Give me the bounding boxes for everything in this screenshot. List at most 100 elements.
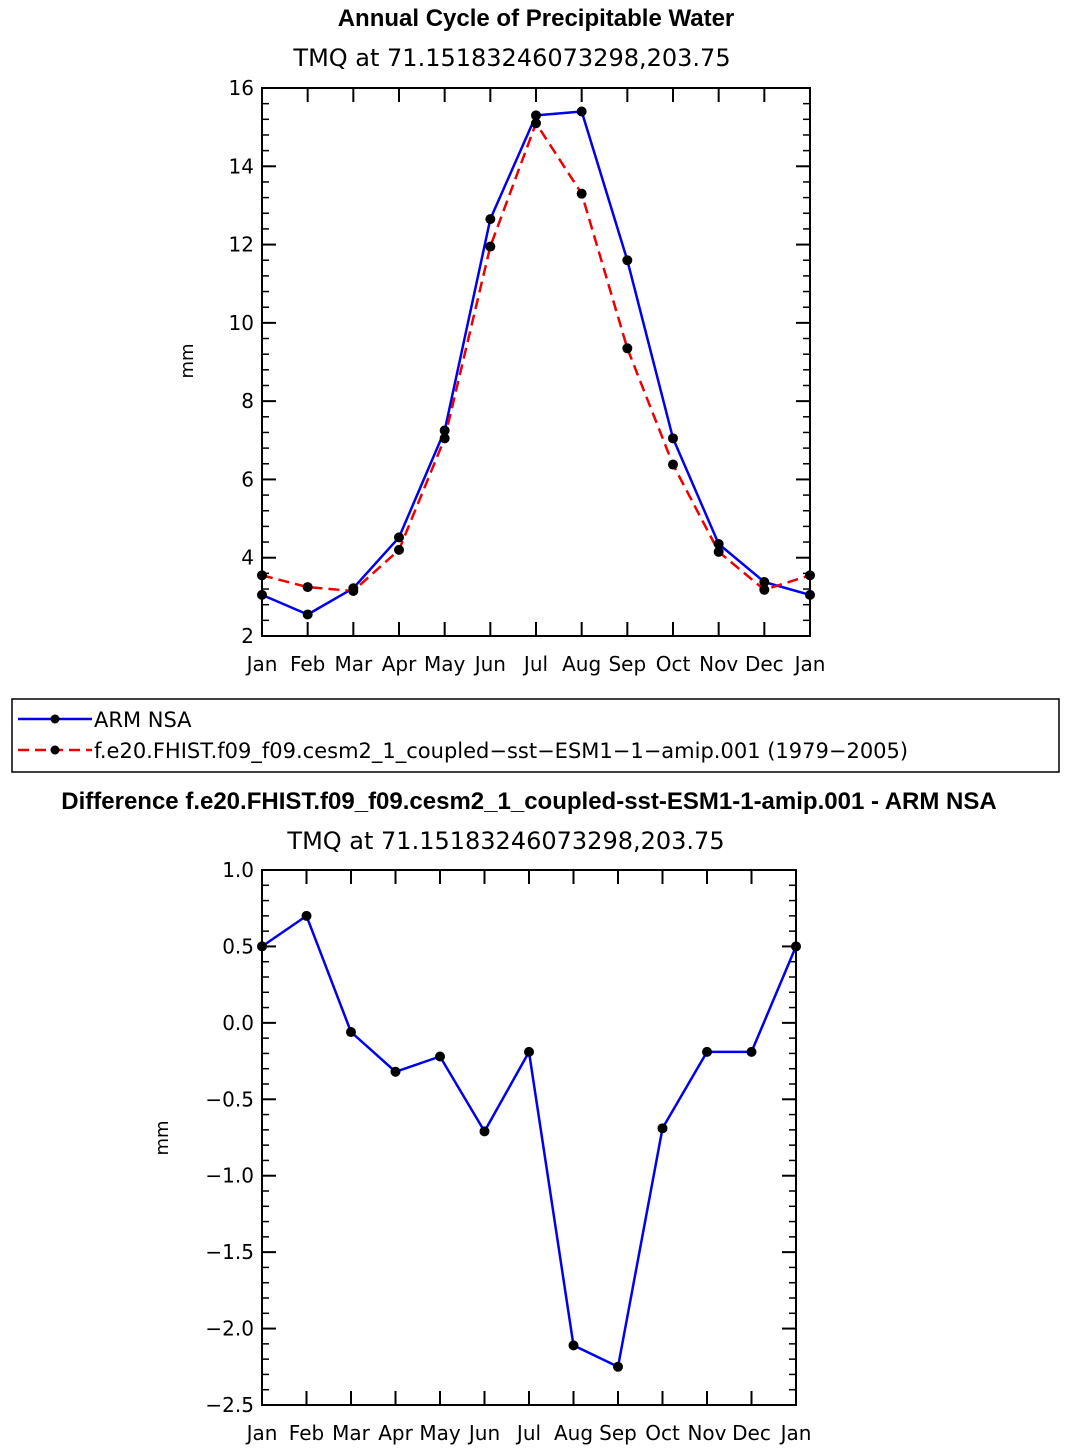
chart2-ytick-label: 1.0 — [222, 858, 254, 882]
chart1-plot: 2 4 6 8 10 12 14 16 Jan Feb Mar Apr May Jun Jul Aug Sep O… — [229, 76, 826, 676]
chart1-legend: ARM NSA f.e20.FHIST.f09_f09.cesm2_1_coup… — [11, 698, 1060, 773]
legend-label-model: f.e20.FHIST.f09_f09.cesm2_1_coupled−sst−… — [94, 739, 908, 764]
chart1-series-0-point — [713, 539, 724, 550]
chart1-series-0-point — [485, 214, 496, 225]
chart2-ytick-label: −1.5 — [205, 1240, 254, 1264]
chart1-series-1-point — [759, 584, 770, 595]
chart2-xtick-label: Jan — [245, 1421, 278, 1445]
chart1-series-0-point — [576, 106, 587, 117]
chart2-xtick-label: Nov — [687, 1421, 726, 1445]
chart1-xtick-label: Nov — [699, 652, 738, 676]
chart1-series-1-point — [713, 546, 724, 557]
chart1-xtick-label: Sep — [608, 652, 646, 676]
chart2-series-0-point — [568, 1340, 579, 1351]
chart1-series-1-point — [531, 118, 541, 129]
chart2-xtick-label: Oct — [645, 1421, 680, 1445]
chart1-subtitle: TMQ at 71.15183246073298,203.75 — [292, 44, 730, 72]
chart1-series-1-point — [805, 570, 815, 581]
chart2-frame — [261, 869, 797, 1406]
chart2-series-0-point — [257, 941, 267, 952]
chart2-ytick-label: 0.5 — [222, 934, 254, 958]
chart1-xtick-label: Jun — [473, 652, 506, 676]
chart1-series-1-point — [394, 544, 404, 555]
chart2-ylabel: mm — [152, 1120, 173, 1155]
chart1-series-1-point — [485, 241, 496, 252]
chart2-series-0-point — [346, 1027, 356, 1038]
chart1-ytick-label: 2 — [241, 624, 254, 648]
chart1-xtick-label: Aug — [562, 652, 601, 676]
chart2-xtick-label: Dec — [732, 1421, 771, 1445]
chart1-ytick-label: 6 — [241, 467, 254, 491]
chart2-series-0-point — [746, 1046, 757, 1057]
chart2-xtick-label: Jan — [779, 1421, 812, 1445]
chart2-series-0-point — [702, 1046, 712, 1057]
chart1-series-line-0 — [261, 110, 811, 616]
chart1-series-1-point — [302, 582, 313, 593]
chart1-series-0-point — [257, 589, 267, 600]
chart1-series-1-point — [668, 459, 678, 470]
chart2-series-0-point — [390, 1066, 401, 1077]
chart2-xtick-label: Sep — [599, 1421, 637, 1445]
chart2-xtick-label: Apr — [378, 1421, 413, 1445]
legend-marker-model — [50, 745, 60, 755]
chart1-ytick-label: 14 — [229, 154, 254, 178]
legend-box — [11, 698, 1060, 773]
chart2-series-0-point — [479, 1126, 490, 1137]
chart1-series-0-point — [759, 576, 770, 587]
legend-label-arm: ARM NSA — [94, 708, 192, 732]
chart1-frame — [261, 87, 811, 637]
chart2-xtick-label: Mar — [332, 1421, 371, 1445]
chart1-ytick-label: 8 — [241, 389, 254, 413]
chart2-ytick-label: −2.5 — [205, 1393, 254, 1417]
chart1-title: Annual Cycle of Precipitable Water — [338, 5, 735, 32]
chart1-ylabel: mm — [177, 343, 198, 378]
chart1-xtick-label: Dec — [745, 652, 784, 676]
chart2-xtick-label: Jun — [467, 1421, 500, 1445]
chart1-xtick-label: Feb — [290, 652, 325, 676]
chart1-series-0-point — [668, 433, 678, 444]
chart1-xtick-label: Mar — [334, 652, 373, 676]
chart1-series-1-point — [439, 433, 450, 444]
chart2-xtick-label: Aug — [554, 1421, 593, 1445]
chart2-series-0-point — [613, 1361, 623, 1372]
chart1-series-0-point — [394, 532, 404, 543]
chart2-ytick-label: −0.5 — [205, 1087, 254, 1111]
chart1-ytick-label: 4 — [241, 546, 254, 570]
chart2-series-0-point — [524, 1046, 534, 1057]
chart2-series-0-point — [791, 941, 801, 952]
chart1-xtick-label: May — [424, 652, 466, 676]
chart1-series-0-point — [805, 589, 815, 600]
chart2-xtick-label: Jul — [515, 1421, 541, 1445]
chart2-series-line-0 — [261, 914, 798, 1369]
chart1-series-1-point — [576, 188, 587, 199]
chart1-xtick-label: Apr — [382, 652, 417, 676]
chart2-series-0-point — [301, 910, 312, 921]
chart1-xtick-label: Jul — [522, 652, 548, 676]
chart1-series-1-point — [348, 585, 359, 596]
chart1-series-1-point — [257, 570, 267, 581]
chart2-ytick-label: −1.0 — [205, 1164, 254, 1188]
chart1-series-0-point — [622, 255, 633, 266]
chart1-series-0-point — [439, 425, 450, 436]
legend-marker-arm — [50, 714, 60, 724]
chart1-series-1-point — [622, 343, 633, 354]
chart1-series-line-1 — [261, 121, 811, 593]
chart1-xtick-label: Jan — [793, 652, 826, 676]
chart1-xtick-label: Jan — [245, 652, 278, 676]
chart1-series-0-point — [531, 110, 541, 121]
chart2-plot: 1.0 0.5 0.0 −0.5 −1.0 −1.5 −2.0 −2.5 Jan Feb Mar Ap… — [205, 858, 811, 1445]
chart1-ytick-label: 16 — [229, 76, 254, 100]
chart2-title: Difference f.e20.FHIST.f09_f09.cesm2_1_c… — [61, 788, 996, 815]
chart2-xtick-label: May — [419, 1421, 461, 1445]
chart1-xtick-label: Oct — [656, 652, 691, 676]
chart1-ytick-label: 12 — [229, 233, 254, 257]
chart2-subtitle: TMQ at 71.15183246073298,203.75 — [286, 827, 724, 855]
chart2-xtick-label: Feb — [289, 1421, 324, 1445]
chart1-ytick-label: 10 — [229, 311, 254, 335]
chart2-ytick-label: −2.0 — [205, 1317, 254, 1341]
chart2-series-0-point — [435, 1051, 445, 1062]
chart2-ytick-label: 0.0 — [222, 1011, 254, 1035]
chart1-series-0-point — [302, 609, 313, 620]
chart2-series-0-point — [657, 1123, 668, 1134]
